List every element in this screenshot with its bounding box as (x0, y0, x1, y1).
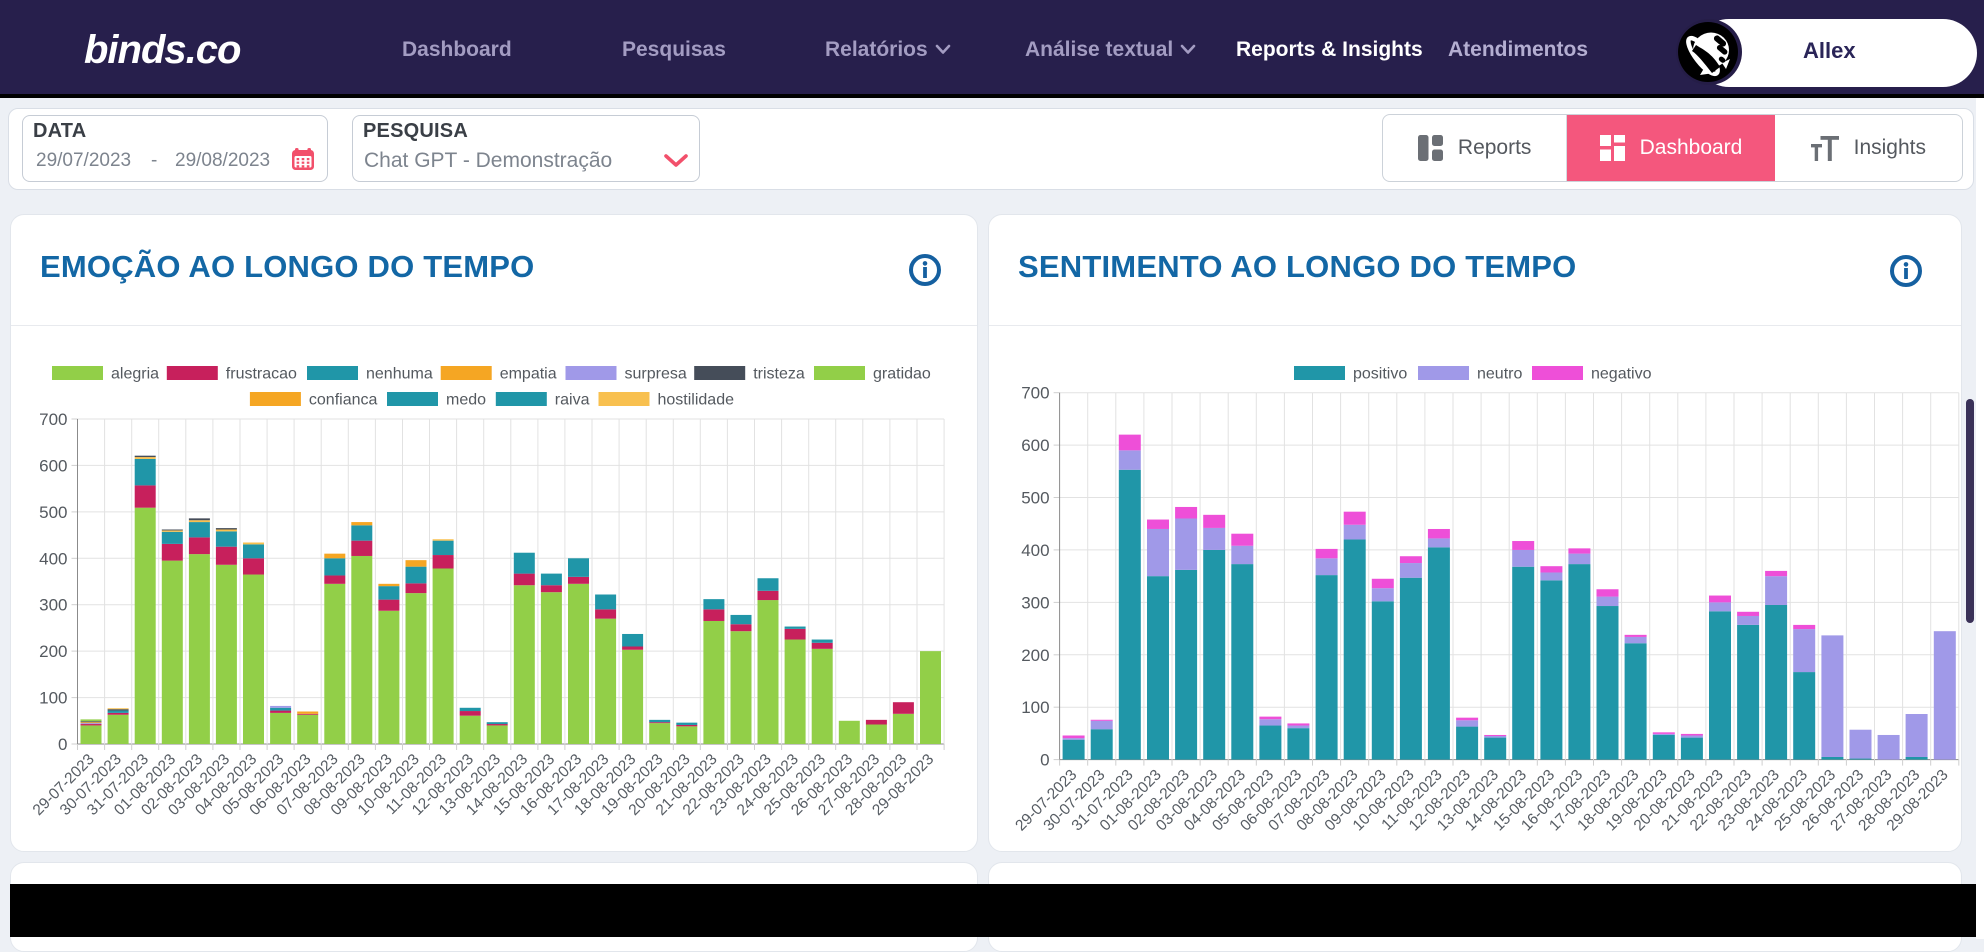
svg-text:700: 700 (1021, 384, 1049, 403)
svg-text:hostilidade: hostilidade (658, 392, 735, 409)
svg-text:0: 0 (58, 735, 67, 754)
svg-text:300: 300 (1021, 593, 1049, 612)
svg-text:confianca: confianca (309, 392, 378, 409)
svg-text:300: 300 (39, 596, 67, 615)
svg-text:alegria: alegria (111, 366, 159, 383)
svg-text:neutro: neutro (1477, 366, 1522, 383)
svg-text:100: 100 (39, 689, 67, 708)
svg-text:negativo: negativo (1591, 366, 1652, 383)
svg-text:raiva: raiva (555, 392, 590, 409)
svg-text:600: 600 (1021, 436, 1049, 455)
svg-text:0: 0 (1040, 751, 1049, 770)
svg-text:empatia: empatia (500, 366, 557, 383)
svg-text:gratidao: gratidao (873, 366, 931, 383)
svg-text:200: 200 (1021, 646, 1049, 665)
svg-text:400: 400 (39, 549, 67, 568)
svg-text:positivo: positivo (1353, 366, 1407, 383)
svg-text:500: 500 (39, 503, 67, 522)
svg-text:500: 500 (1021, 489, 1049, 508)
svg-text:surpresa: surpresa (625, 366, 687, 383)
svg-text:frustracao: frustracao (226, 366, 297, 383)
svg-text:medo: medo (446, 392, 486, 409)
svg-text:nenhuma: nenhuma (366, 366, 433, 383)
svg-text:600: 600 (39, 456, 67, 475)
svg-text:100: 100 (1021, 698, 1049, 717)
svg-text:400: 400 (1021, 541, 1049, 560)
svg-text:700: 700 (39, 410, 67, 429)
svg-text:tristeza: tristeza (753, 366, 805, 383)
svg-text:200: 200 (39, 642, 67, 661)
